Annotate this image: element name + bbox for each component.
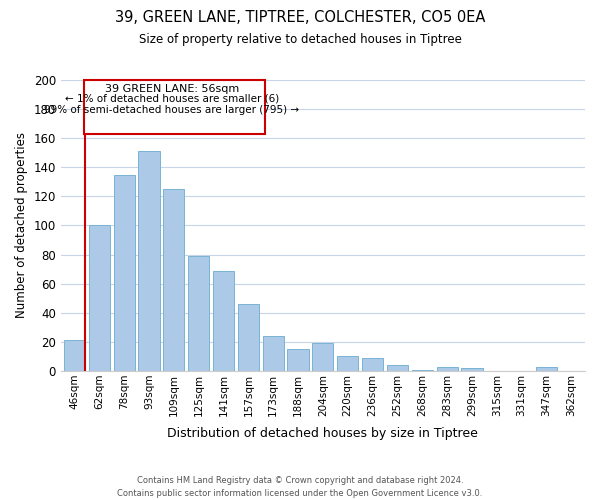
- Text: Size of property relative to detached houses in Tiptree: Size of property relative to detached ho…: [139, 32, 461, 46]
- FancyBboxPatch shape: [84, 80, 265, 134]
- Text: 39 GREEN LANE: 56sqm: 39 GREEN LANE: 56sqm: [105, 84, 239, 94]
- Text: 99% of semi-detached houses are larger (795) →: 99% of semi-detached houses are larger (…: [44, 104, 299, 115]
- Bar: [238, 304, 259, 371]
- Bar: [89, 226, 110, 371]
- Bar: [461, 368, 482, 371]
- Bar: [412, 370, 433, 371]
- Bar: [536, 366, 557, 371]
- Bar: [139, 152, 160, 371]
- Bar: [163, 189, 184, 371]
- Bar: [263, 336, 284, 371]
- Bar: [64, 340, 85, 371]
- Bar: [387, 365, 408, 371]
- Bar: [113, 174, 135, 371]
- Bar: [287, 349, 308, 371]
- Bar: [313, 344, 334, 371]
- Bar: [362, 358, 383, 371]
- Text: 39, GREEN LANE, TIPTREE, COLCHESTER, CO5 0EA: 39, GREEN LANE, TIPTREE, COLCHESTER, CO5…: [115, 10, 485, 25]
- Bar: [337, 356, 358, 371]
- Bar: [213, 270, 234, 371]
- Y-axis label: Number of detached properties: Number of detached properties: [15, 132, 28, 318]
- Bar: [437, 366, 458, 371]
- Bar: [188, 256, 209, 371]
- Text: ← 1% of detached houses are smaller (6): ← 1% of detached houses are smaller (6): [65, 93, 279, 103]
- Text: Contains HM Land Registry data © Crown copyright and database right 2024.
Contai: Contains HM Land Registry data © Crown c…: [118, 476, 482, 498]
- X-axis label: Distribution of detached houses by size in Tiptree: Distribution of detached houses by size …: [167, 427, 478, 440]
